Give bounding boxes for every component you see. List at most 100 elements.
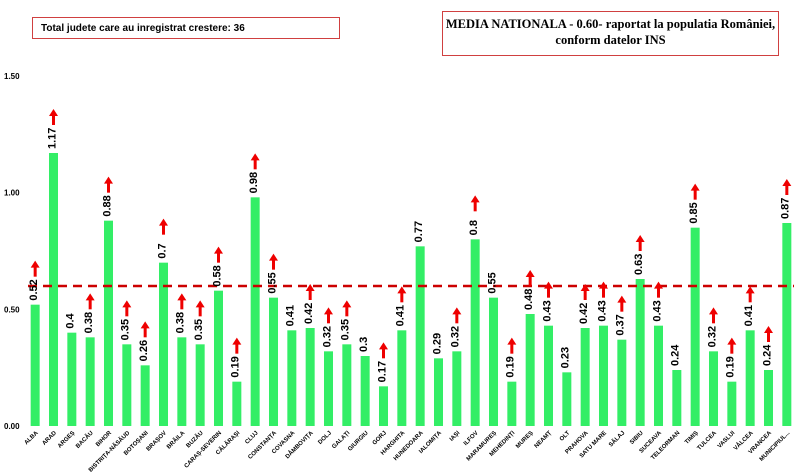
title-box: MEDIA NATIONALA - 0.60- raportat la popu…	[442, 11, 779, 56]
value-label: 0.8	[468, 220, 480, 235]
value-label: 0.38	[83, 312, 95, 333]
bar	[360, 356, 370, 426]
bar	[654, 325, 663, 426]
value-label: 0.4	[65, 312, 77, 328]
value-label: 0.41	[743, 305, 755, 326]
increase-arrow	[580, 284, 590, 300]
y-tick-label: 1.50	[4, 72, 20, 81]
bar	[745, 330, 755, 426]
increase-arrow	[159, 218, 168, 235]
value-label: 0.43	[651, 300, 663, 321]
value-label: 0.26	[138, 340, 150, 361]
bar	[30, 304, 40, 426]
increase-arrow	[177, 293, 187, 310]
x-tick-label: DOLJ	[317, 430, 333, 446]
value-label: 0.55	[486, 272, 498, 293]
value-label: 0.19	[505, 356, 517, 377]
value-label: 0.35	[340, 319, 352, 340]
x-tick-label: ILFOV	[463, 430, 480, 447]
increase-arrow	[745, 286, 755, 303]
bar	[104, 220, 113, 426]
bar	[617, 339, 627, 426]
increase-arrow	[342, 300, 352, 317]
value-label: 0.42	[303, 303, 315, 324]
bar	[250, 197, 260, 426]
bar	[397, 330, 407, 426]
value-label: 0.24	[670, 344, 682, 366]
increase-arrow	[140, 321, 150, 338]
bars	[30, 153, 792, 426]
value-label: 0.63	[633, 254, 645, 275]
value-label: 0.7	[156, 243, 168, 258]
increase-arrow	[544, 281, 553, 298]
x-tick-label: ARGEȘ	[57, 430, 76, 449]
bar	[507, 381, 517, 426]
increase-arrow	[617, 295, 627, 312]
increase-arrow	[104, 176, 113, 193]
value-label: 0.41	[285, 305, 297, 326]
value-labels: 0.52 1.17 0.4 0.38 0.88 0.35 0.26 0.7 0.38 0.35 0.…	[28, 128, 792, 383]
increase-arrow	[232, 337, 242, 354]
bar	[690, 227, 700, 426]
bar	[342, 344, 352, 426]
increase-arrow	[709, 307, 718, 324]
bar	[635, 279, 645, 426]
x-tick-label: SIBIU	[629, 430, 645, 446]
increase-arrow	[85, 293, 95, 310]
x-tick-label: GORJ	[372, 430, 388, 446]
value-label: 0.41	[395, 305, 407, 326]
increase-arrow	[324, 307, 333, 324]
increase-arrow	[379, 342, 388, 359]
y-tick-label: 0.50	[4, 305, 20, 314]
bar	[324, 351, 333, 426]
x-tick-label: IAȘI	[449, 430, 462, 443]
value-label: 0.19	[230, 356, 242, 377]
value-label: 0.52	[28, 279, 40, 300]
bar	[415, 246, 425, 426]
increase-arrow	[635, 235, 645, 251]
increase-arrow	[727, 337, 737, 354]
increase-arrow	[214, 246, 223, 263]
bar	[177, 337, 187, 426]
value-label: 0.48	[523, 289, 535, 310]
bar	[489, 297, 498, 426]
increase-arrow	[470, 195, 480, 212]
bar	[525, 314, 535, 426]
increase-arrow	[452, 307, 462, 324]
bar	[764, 370, 773, 426]
increase-arrow	[507, 337, 517, 354]
bar	[232, 381, 242, 426]
bar	[379, 386, 388, 426]
y-tick-label: 0.00	[4, 422, 20, 431]
value-label: 0.35	[193, 319, 205, 340]
value-label: 0.38	[175, 312, 187, 333]
increase-arrow	[250, 153, 260, 170]
bar	[49, 153, 58, 426]
increase-arrow	[122, 300, 132, 317]
bar	[122, 344, 132, 426]
info-box-text: Total judete care au inregistrat crester…	[41, 23, 245, 34]
x-tick-label: TULCEA	[697, 430, 719, 452]
bar	[195, 344, 205, 426]
bar	[305, 328, 315, 426]
title-line-1: MEDIA NATIONALA - 0.60- raportat la popu…	[445, 17, 776, 31]
bar	[580, 328, 590, 426]
x-tick-label: GIURGIU	[347, 430, 369, 452]
bar	[709, 351, 718, 426]
value-label: 0.29	[431, 333, 443, 354]
increase-arrow	[690, 183, 700, 200]
value-label: 0.24	[761, 344, 773, 366]
x-tick-label: BRAȘOV	[146, 430, 168, 452]
bar	[159, 262, 168, 426]
bar	[562, 372, 572, 426]
value-label: 0.58	[211, 265, 223, 286]
value-label: 0.87	[780, 198, 792, 219]
value-label: 0.77	[413, 221, 425, 242]
bar	[67, 332, 77, 426]
increase-arrow	[305, 284, 315, 300]
bar	[287, 330, 297, 426]
value-label: 0.32	[321, 326, 333, 347]
bar	[727, 381, 737, 426]
increase-arrow	[397, 286, 407, 303]
